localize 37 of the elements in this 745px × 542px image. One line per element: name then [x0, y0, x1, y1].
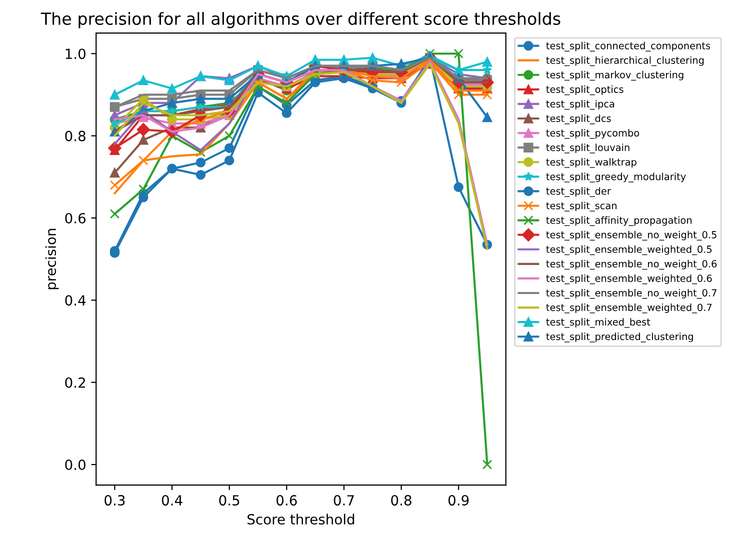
y-tick-label: 0.2 [65, 377, 85, 388]
chart-title: The precision for all algorithms over different score thresholds [40, 12, 560, 28]
legend-label: test_split_connected_components [546, 42, 710, 52]
x-tick-label: 0.8 [391, 495, 412, 506]
x-axis-title: Score threshold [248, 514, 354, 525]
legend-label: test_split_ensemble_weighted_0.7 [546, 304, 712, 314]
legend-label: test_split_ensemble_no_weight_0.5 [546, 230, 716, 241]
y-tick-label: 0.6 [65, 212, 86, 224]
legend-label: test_split_mixed_best [546, 318, 650, 328]
x-tick-label: 0.4 [162, 495, 182, 506]
y-axis-title: precision [45, 228, 59, 290]
x-tick-label: 0.6 [276, 495, 297, 506]
legend-label: test_split_der [546, 187, 611, 197]
y-tick-label: 0.8 [65, 130, 86, 142]
x-tick-label: 0.5 [219, 495, 240, 506]
legend-label: test_split_markov_clustering [546, 70, 684, 81]
legend-label: test_split_dcs [546, 114, 611, 124]
legend-label: test_split_greedy_modularity [546, 172, 686, 182]
legend-label: test_split_ensemble_no_weight_0.6 [546, 260, 717, 270]
legend-label: test_split_optics [546, 85, 624, 96]
legend-label: test_split_scan [546, 202, 616, 212]
legend-label: test_split_ensemble_no_weight_0.7 [546, 289, 716, 299]
x-tick-label: 0.9 [448, 495, 469, 506]
legend-label: test_split_walktrap [546, 158, 636, 168]
legend-label: test_split_ensemble_weighted_0.5 [546, 245, 712, 256]
x-tick-label: 0.3 [104, 495, 125, 506]
legend-label: test_split_louvain [546, 144, 630, 154]
y-tick-label: 0.4 [65, 295, 86, 306]
legend-label: test_split_ensemble_weighted_0.6 [546, 274, 712, 284]
legend-label: test_split_affinity_propagation [546, 216, 692, 226]
y-tick-label: 0.0 [65, 460, 86, 470]
y-tick-label: 1.0 [66, 48, 86, 60]
legend-label: test_split_ipca [546, 100, 614, 110]
legend-label: test_split_predicted_clustering [546, 332, 693, 342]
legend-label: test_split_hierarchical_clustering [546, 56, 704, 66]
legend-label: test_split_pycombo [546, 129, 640, 139]
x-tick-label: 0.7 [334, 495, 354, 506]
